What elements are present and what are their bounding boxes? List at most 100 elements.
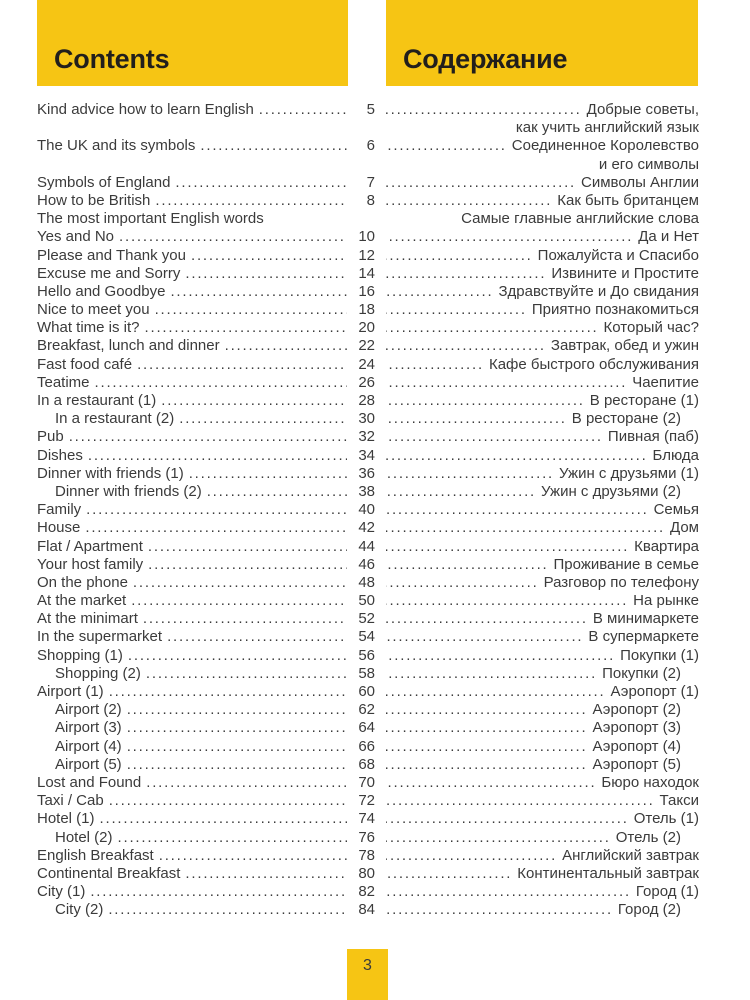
toc-entry-ru: Соединенное Королевство bbox=[511, 137, 699, 155]
toc-entry-ru: Английский завтрак bbox=[562, 846, 699, 864]
dot-leader bbox=[386, 337, 546, 355]
dot-leader bbox=[386, 501, 649, 519]
dot-leader bbox=[200, 137, 347, 155]
toc-entry-en: How to be British bbox=[37, 191, 151, 209]
toc-list: Kind advice how to learn English 5 Добрые … bbox=[37, 101, 699, 919]
toc-row: Nice to meet you 18 Приятно познакомиться bbox=[37, 301, 699, 319]
page-number: 44 bbox=[358, 537, 375, 555]
toc-row: Shopping (1) 56 Покупки (1) bbox=[37, 647, 699, 665]
toc-entry-ru: Да и Нет bbox=[638, 228, 699, 246]
toc-entry-ru: Дом bbox=[670, 519, 699, 537]
page-number: 30 bbox=[358, 410, 375, 428]
toc-row: English Breakfast 78 Английский завтрак bbox=[37, 847, 699, 865]
toc-cell-ru: Дом bbox=[386, 519, 699, 537]
dot-leader bbox=[159, 847, 347, 865]
dot-leader bbox=[386, 738, 587, 756]
toc-cell-ru: Аэропорт (4) bbox=[386, 738, 699, 756]
toc-cell-en: Airport (3) 64 bbox=[37, 719, 375, 737]
dot-leader bbox=[167, 628, 347, 646]
toc-entry-en: Pub bbox=[37, 428, 64, 446]
toc-cell-en: Please and Thank you 12 bbox=[37, 247, 375, 265]
toc-entry-ru: Пивная (паб) bbox=[607, 428, 699, 446]
toc-entry-en: Teatime bbox=[37, 373, 90, 391]
dot-leader bbox=[386, 265, 546, 283]
toc-row: Taxi / Cab 72 Такси bbox=[37, 792, 699, 810]
toc-cell-en: Lost and Found 70 bbox=[37, 774, 375, 792]
dot-leader bbox=[386, 829, 611, 847]
toc-entry-en: In a restaurant (2) bbox=[55, 410, 175, 428]
toc-cell-ru: Ужин с друзьями (1) bbox=[386, 465, 699, 483]
toc-entry-en: Flat / Apartment bbox=[37, 537, 143, 555]
toc-cell-ru: Чаепитие bbox=[386, 374, 699, 392]
toc-entry-en: At the market bbox=[37, 592, 127, 610]
dot-leader bbox=[131, 592, 347, 610]
toc-cell-en: Excuse me and Sorry 14 bbox=[37, 265, 375, 283]
toc-entry-ru: Который час? bbox=[603, 319, 699, 337]
toc-entry-ru: Приятно познакомиться bbox=[531, 301, 699, 319]
toc-entry-ru: Пожалуйста и Спасибо bbox=[537, 246, 699, 264]
toc-cell-en: In the supermarket 54 bbox=[37, 628, 375, 646]
toc-entry-en: Excuse me and Sorry bbox=[37, 264, 181, 282]
page-number: 60 bbox=[358, 683, 375, 700]
dot-leader bbox=[386, 283, 493, 301]
toc-entry-en: Breakfast, lunch and dinner bbox=[37, 337, 220, 355]
toc-entry-en: Lost and Found bbox=[37, 773, 142, 791]
toc-cell-en: Your host family 46 bbox=[37, 556, 375, 574]
dot-leader bbox=[179, 410, 347, 428]
toc-entry-en: Airport (1) bbox=[37, 683, 104, 700]
page-number: 22 bbox=[358, 337, 375, 355]
toc-entry-en: Continental Breakfast bbox=[37, 864, 181, 882]
toc-cell-ru: Отель (2) bbox=[386, 829, 699, 847]
toc-row: и его символы bbox=[37, 156, 699, 174]
toc-cell-ru: Разговор по телефону bbox=[386, 574, 699, 592]
dot-leader bbox=[386, 428, 603, 446]
toc-cell-en: Continental Breakfast 80 bbox=[37, 865, 375, 883]
dot-leader bbox=[386, 392, 585, 410]
toc-row: Family 40 Семья bbox=[37, 501, 699, 519]
toc-cell-ru: Соединенное Королевство bbox=[386, 137, 699, 155]
toc-cell-ru: Блюда bbox=[386, 447, 699, 465]
toc-row: The most important English words Самые гл… bbox=[37, 210, 699, 228]
page-number: 7 bbox=[366, 173, 375, 191]
toc-entry-en: Dinner with friends (2) bbox=[55, 482, 202, 500]
toc-entry-ru: Аэропорт (4) bbox=[592, 737, 681, 755]
toc-cell-en: City (1) 82 bbox=[37, 883, 375, 901]
toc-entry-ru: Кафе быстрого обслуживания bbox=[488, 355, 699, 373]
toc-cell-en: Airport (4) 66 bbox=[37, 738, 375, 756]
toc-entry-en: On the phone bbox=[37, 573, 128, 591]
toc-entry-en: What time is it? bbox=[37, 319, 140, 337]
toc-entry-en: Shopping (2) bbox=[55, 664, 141, 682]
dot-leader bbox=[69, 428, 347, 446]
toc-cell-en: Pub 32 bbox=[37, 428, 375, 446]
toc-row: At the market 50 На рынке bbox=[37, 592, 699, 610]
toc-cell-ru: Город (1) bbox=[386, 883, 699, 901]
toc-cell-ru: Пивная (паб) bbox=[386, 428, 699, 446]
toc-cell-ru: как учить английский язык bbox=[386, 119, 699, 137]
toc-entry-en: City (2) bbox=[55, 901, 104, 919]
toc-cell-en: The UK and its symbols 6 bbox=[37, 137, 375, 155]
toc-cell-ru: В ресторане (2) bbox=[386, 410, 699, 428]
toc-row: Continental Breakfast 80 Континентальный з… bbox=[37, 865, 699, 883]
toc-cell-ru: Аэропорт (2) bbox=[386, 701, 699, 719]
toc-cell-ru: Как быть британцем bbox=[386, 192, 699, 210]
toc-entry-en: Airport (2) bbox=[55, 701, 122, 719]
toc-row: Kind advice how to learn English 5 Добрые … bbox=[37, 101, 699, 119]
toc-entry-en: Nice to meet you bbox=[37, 301, 150, 319]
toc-entry-ru: Континентальный завтрак bbox=[517, 864, 699, 882]
toc-row: Pub 32 Пивная (паб) bbox=[37, 428, 699, 446]
toc-entry-en: Please and Thank you bbox=[37, 246, 186, 264]
dot-leader bbox=[259, 101, 347, 119]
dot-leader bbox=[386, 465, 554, 483]
page-number: 26 bbox=[358, 373, 375, 391]
page-number: 54 bbox=[358, 628, 375, 646]
dot-leader bbox=[386, 483, 536, 501]
toc-cell-en: At the minimart 52 bbox=[37, 610, 375, 628]
contents-title-en: Contents bbox=[54, 44, 170, 74]
toc-cell-en: The most important English words bbox=[37, 210, 375, 228]
page-number: 38 bbox=[358, 482, 375, 500]
dot-leader bbox=[386, 247, 533, 265]
page-number: 16 bbox=[358, 282, 375, 300]
toc-entry-ru: Чаепитие bbox=[632, 373, 699, 391]
toc-cell-en: Hotel (2) 76 bbox=[37, 829, 375, 847]
page-number: 66 bbox=[358, 737, 375, 755]
